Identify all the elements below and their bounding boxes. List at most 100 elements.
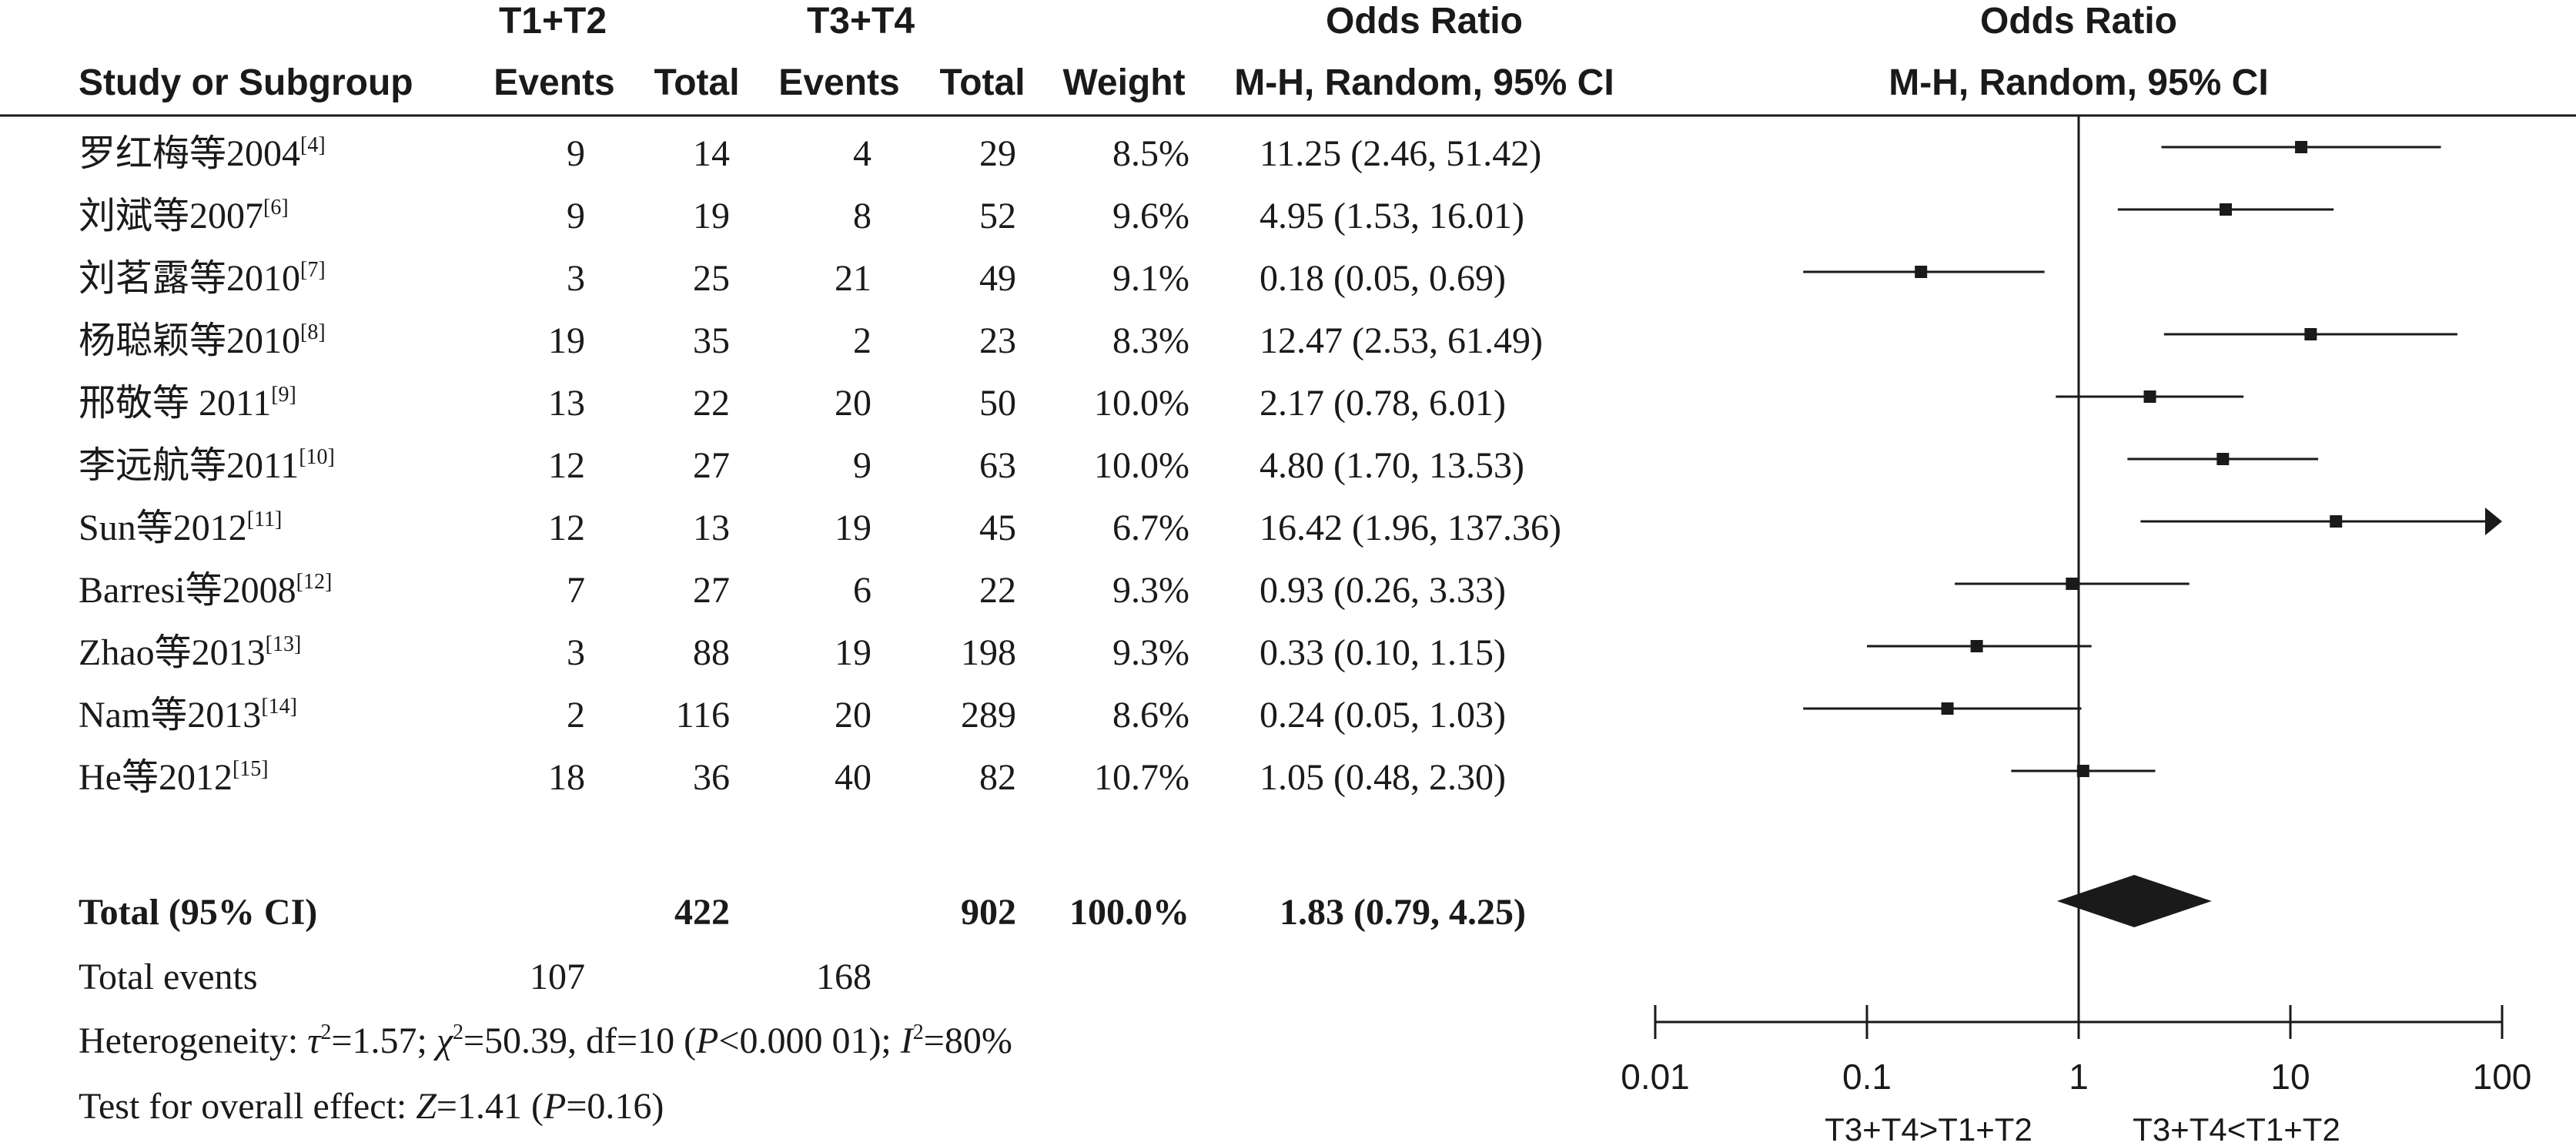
study-name: 李远航等2011[10] — [79, 445, 335, 486]
study-weight: 10.7% — [1094, 757, 1189, 798]
study-weight: 10.0% — [1094, 383, 1189, 424]
favours-left-label: T3+T4>T1+T2 — [1825, 1111, 2032, 1146]
point-estimate — [2304, 328, 2317, 340]
study-events2: 40 — [835, 757, 871, 798]
table-row: Sun等2012[11] 12 13 19 45 6.7% 16.42 (1.96, 137… — [79, 508, 1561, 548]
x-tick-label: 100 — [2473, 1057, 2532, 1097]
het-p: P — [695, 1020, 718, 1061]
het-tau-val: =1.57; — [331, 1020, 436, 1061]
study-total1: 14 — [693, 133, 730, 174]
study-name: Zhao等2013[13] — [79, 632, 301, 673]
study-total2: 50 — [979, 383, 1016, 424]
study-events1: 2 — [567, 695, 585, 736]
study-name: 刘斌等2007[6] — [79, 196, 289, 236]
study-ci: 0.24 (0.05, 1.03) — [1260, 695, 1506, 736]
study-events2: 19 — [835, 508, 871, 548]
study-name: Barresi等2008[12] — [79, 570, 332, 611]
header-total1: Total — [654, 62, 739, 103]
study-events1: 13 — [548, 383, 585, 424]
point-estimate — [2220, 203, 2233, 216]
study-events1: 3 — [567, 258, 585, 299]
study-total2: 49 — [979, 258, 1016, 299]
header-plot-method: M-H, Random, 95% CI — [1889, 62, 2268, 103]
study-total1: 27 — [693, 445, 730, 486]
study-events2: 20 — [835, 695, 871, 736]
study-total1: 25 — [693, 258, 730, 299]
study-weight: 9.3% — [1112, 632, 1189, 673]
total-n2: 902 — [961, 892, 1016, 933]
table-row: 刘茗露等2010[7] 3 25 21 49 9.1% 0.18 (0.05, 0.69) — [79, 258, 1506, 299]
het-tau-sup: 2 — [320, 1020, 331, 1044]
het-tau: τ — [307, 1020, 322, 1061]
het-chi-sup: 2 — [453, 1020, 463, 1044]
table-row: 罗红梅等2004[4] 9 14 4 29 8.5% 11.25 (2.46, 51.42) — [79, 133, 1541, 174]
study-events2: 8 — [853, 196, 871, 236]
study-events1: 3 — [567, 632, 585, 673]
het-i: I — [900, 1020, 915, 1061]
table-row: 刘斌等2007[6] 9 19 8 52 9.6% 4.95 (1.53, 16.01) — [79, 196, 1524, 236]
study-total2: 45 — [979, 508, 1016, 548]
study-events2: 9 — [853, 445, 871, 486]
point-estimate — [1941, 702, 1954, 715]
study-weight: 8.5% — [1112, 133, 1189, 174]
study-total2: 63 — [979, 445, 1016, 486]
ci-arrow — [2485, 508, 2502, 535]
study-events2: 21 — [835, 258, 871, 299]
study-total2: 198 — [961, 632, 1016, 673]
study-name: 邢敬等 2011[9] — [79, 383, 296, 424]
header-or-method: M-H, Random, 95% CI — [1234, 62, 1614, 103]
table-row: Zhao等2013[13] 3 88 19 198 9.3% 0.33 (0.10, 1.1… — [79, 632, 1506, 673]
study-ci: 0.93 (0.26, 3.33) — [1260, 570, 1506, 611]
study-name: He等2012[15] — [79, 757, 269, 798]
pooled-diamond — [2056, 875, 2212, 927]
x-tick-label: 0.01 — [1621, 1057, 1690, 1097]
study-total2: 29 — [979, 133, 1016, 174]
study-events1: 18 — [548, 757, 585, 798]
total-ci: 1.83 (0.79, 4.25) — [1280, 892, 1526, 933]
study-weight: 10.0% — [1094, 445, 1189, 486]
study-total2: 82 — [979, 757, 1016, 798]
study-ci: 11.25 (2.46, 51.42) — [1260, 133, 1541, 174]
study-total1: 116 — [676, 695, 730, 736]
x-tick-label: 10 — [2270, 1057, 2310, 1097]
study-ci: 0.18 (0.05, 0.69) — [1260, 258, 1506, 299]
study-events1: 7 — [567, 570, 585, 611]
table-row: Nam等2013[14] 2 116 20 289 8.6% 0.24 (0.05, 1.0… — [79, 695, 1506, 736]
table-row: 杨聪颖等2010[8] 19 35 2 23 8.3% 12.47 (2.53, 61.49… — [79, 320, 1543, 361]
study-ci: 1.05 (0.48, 2.30) — [1260, 757, 1506, 798]
total-events-label: Total events — [79, 957, 258, 997]
study-name: Nam等2013[14] — [79, 695, 297, 736]
study-total2: 23 — [979, 320, 1016, 361]
study-weight: 8.3% — [1112, 320, 1189, 361]
study-name: 杨聪颖等2010[8] — [79, 320, 326, 361]
study-ci: 4.80 (1.70, 13.53) — [1260, 445, 1524, 486]
study-name: 刘茗露等2010[7] — [79, 258, 326, 299]
study-name: Sun等2012[11] — [79, 508, 282, 548]
header-group2: T3+T4 — [807, 1, 915, 42]
heterogeneity-text: Heterogeneity: τ2=1.57; χ2=50.39, df=10 … — [79, 1020, 1012, 1061]
table-row: He等2012[15] 18 36 40 82 10.7% 1.05 (0.48, 2.30… — [79, 757, 1506, 798]
total-events2: 168 — [816, 957, 871, 997]
study-events1: 9 — [567, 196, 585, 236]
header-plot-title: Odds Ratio — [1980, 1, 2177, 42]
het-i-sup: 2 — [913, 1020, 924, 1044]
header-total2: Total — [939, 62, 1025, 103]
study-total1: 22 — [693, 383, 730, 424]
study-rows: 罗红梅等2004[4] 9 14 4 29 8.5% 11.25 (2.46, 51.42)… — [79, 133, 1561, 798]
study-weight: 6.7% — [1112, 508, 1189, 548]
point-estimate — [1970, 640, 1983, 652]
x-tick-label: 1 — [2069, 1057, 2089, 1097]
favours-right-label: T3+T4<T1+T2 — [2133, 1111, 2340, 1146]
overall-label: Test for overall effect: — [79, 1086, 416, 1127]
study-total1: 13 — [693, 508, 730, 548]
study-total1: 19 — [693, 196, 730, 236]
study-total1: 36 — [693, 757, 730, 798]
x-tick-label: 0.1 — [1842, 1057, 1892, 1097]
plot-area: 0.01 0.1 1 10 100 T3+T4>T1+T2 T3+T4<T1+T2 — [1621, 116, 2531, 1146]
study-name: 罗红梅等2004[4] — [79, 133, 326, 174]
het-label: Heterogeneity: — [79, 1020, 307, 1061]
point-estimate — [1915, 266, 1928, 278]
study-events2: 19 — [835, 632, 871, 673]
study-total1: 35 — [693, 320, 730, 361]
het-i-val: =80% — [924, 1020, 1012, 1061]
